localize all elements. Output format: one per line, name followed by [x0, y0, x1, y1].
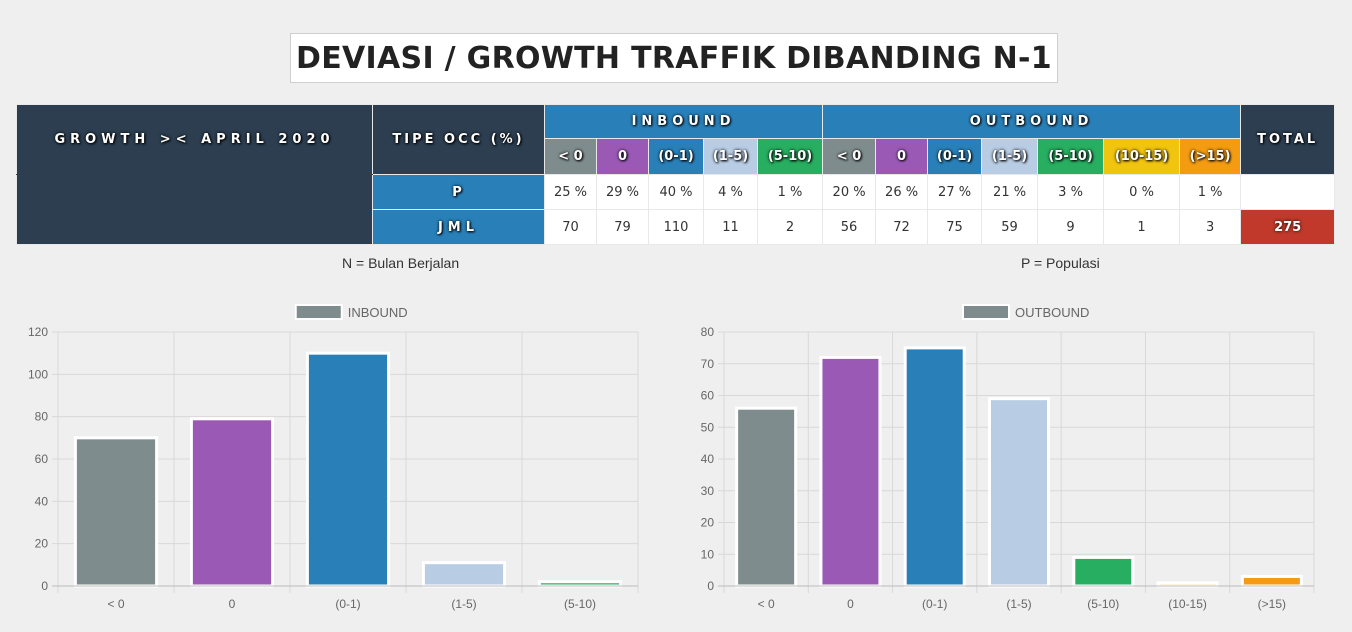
y-tick-label: 10: [701, 547, 715, 561]
bar-outbound-1: [819, 355, 882, 588]
growth-header: GROWTH >< APRIL 2020: [16, 104, 373, 175]
outbound-cat-10-15: (10-15): [1103, 138, 1181, 175]
inbound-cat-lt0: < 0: [544, 138, 597, 175]
total-p-empty: [1240, 174, 1336, 210]
outbound-cat-5-10: (5-10): [1037, 138, 1105, 175]
outbound-jml-value: 59: [981, 209, 1039, 245]
tipe-occ-header: TIPE OCC (%): [372, 104, 545, 175]
x-tick-label: (10-15): [1168, 597, 1207, 611]
outbound-p-value: 3 %: [1037, 174, 1105, 210]
x-tick-label: (>15): [1258, 597, 1286, 611]
note-bulan-berjalan: N = Bulan Berjalan: [342, 255, 460, 271]
inbound-bar-chart: INBOUND 0 20 40 60 80 100 120 < 0 0 (0-1) (1-5) (5-1…: [28, 304, 639, 611]
outbound-jml-value: 75: [927, 209, 983, 245]
y-tick-label: 60: [701, 389, 715, 403]
x-tick-label: (1-5): [1006, 597, 1031, 611]
y-tick-label: 0: [707, 579, 714, 593]
inbound-cat-0-1: (0-1): [648, 138, 704, 175]
y-tick-label: 20: [701, 516, 715, 530]
bar-outbound-4: [1072, 555, 1135, 588]
inbound-p-value: 25 %: [544, 174, 597, 210]
outbound-cat-lt0: < 0: [822, 138, 877, 175]
bar-outbound-3: [988, 397, 1050, 588]
inbound-cat-5-10: (5-10): [756, 138, 824, 175]
inbound-jml-value: 11: [703, 209, 758, 245]
outbound-jml-value: 3: [1179, 209, 1242, 245]
outbound-jml-value: 56: [822, 209, 877, 245]
growth-header-fill: [16, 174, 373, 245]
bar-inbound-1: [189, 417, 275, 588]
inbound-cat-1-5: (1-5): [703, 138, 758, 175]
outbound-cat-gt15: (>15): [1179, 138, 1242, 175]
note-populasi: P = Populasi: [1021, 255, 1100, 271]
outbound-p-value: 26 %: [875, 174, 929, 210]
legend-swatch: [294, 304, 343, 320]
bar-inbound-4: [537, 580, 623, 588]
p-row-label: P: [372, 174, 545, 210]
inbound-jml-value: 70: [544, 209, 597, 245]
outbound-bar-chart: OUTBOUND 0 10 20 30 40 50 60 70 80 < 0 0 (0-1) (1-5) (…: [701, 304, 1315, 611]
inbound-p-value: 1 %: [756, 174, 824, 210]
x-tick-label: < 0: [107, 597, 124, 611]
outbound-jml-value: 9: [1037, 209, 1105, 245]
total-value: 275: [1240, 209, 1336, 245]
inbound-p-value: 29 %: [596, 174, 649, 210]
outbound-header: OUTBOUND: [822, 104, 1242, 139]
outbound-jml-value: 1: [1103, 209, 1181, 245]
y-tick-label: 50: [701, 420, 715, 434]
y-tick-label: 120: [28, 325, 48, 339]
x-tick-label: (5-10): [564, 597, 596, 611]
y-tick-label: 100: [28, 367, 48, 381]
legend-label: INBOUND: [348, 305, 408, 320]
x-tick-label: (0-1): [922, 597, 947, 611]
outbound-jml-value: 72: [875, 209, 929, 245]
inbound-p-value: 4 %: [703, 174, 758, 210]
y-tick-label: 70: [701, 357, 715, 371]
x-tick-label: (5-10): [1087, 597, 1119, 611]
page-title: DEVIASI / GROWTH TRAFFIK DIBANDING N-1: [290, 33, 1058, 83]
x-tick-label: 0: [229, 597, 236, 611]
outbound-cat-0-1: (0-1): [927, 138, 983, 175]
outbound-p-value: 0 %: [1103, 174, 1181, 210]
growth-table: GROWTH >< APRIL 2020 TIPE OCC (%) INBOUN…: [16, 104, 1336, 245]
y-tick-label: 20: [35, 537, 49, 551]
y-tick-label: 30: [701, 484, 715, 498]
y-tick-label: 80: [35, 410, 49, 424]
outbound-cat-1-5: (1-5): [981, 138, 1039, 175]
y-tick-label: 40: [35, 494, 49, 508]
y-tick-label: 0: [41, 579, 48, 593]
bar-outbound-6: [1240, 574, 1303, 588]
inbound-header: INBOUND: [543, 104, 824, 139]
bar-outbound-0: [735, 406, 798, 588]
inbound-jml-value: 79: [596, 209, 649, 245]
outbound-p-value: 1 %: [1179, 174, 1242, 210]
outbound-p-value: 20 %: [822, 174, 877, 210]
bar-outbound-2: [903, 346, 966, 588]
x-tick-label: (1-5): [451, 597, 476, 611]
outbound-p-value: 27 %: [927, 174, 983, 210]
y-tick-label: 60: [35, 452, 49, 466]
inbound-jml-value: 2: [756, 209, 824, 245]
y-tick-label: 80: [701, 325, 715, 339]
legend-swatch: [962, 304, 1010, 320]
inbound-jml-value: 110: [648, 209, 704, 245]
bar-inbound-2: [305, 351, 391, 588]
x-tick-label: 0: [847, 597, 854, 611]
total-header: TOTAL: [1240, 104, 1336, 175]
inbound-cat-0: 0: [596, 138, 649, 175]
legend-label: OUTBOUND: [1015, 305, 1089, 320]
jml-row-label: JML: [372, 209, 545, 245]
x-tick-label: < 0: [758, 597, 775, 611]
bar-inbound-0: [73, 436, 159, 588]
bar-inbound-3: [421, 561, 507, 588]
outbound-p-value: 21 %: [981, 174, 1039, 210]
x-tick-label: (0-1): [335, 597, 360, 611]
y-tick-label: 40: [701, 452, 715, 466]
outbound-cat-0: 0: [875, 138, 929, 175]
inbound-p-value: 40 %: [648, 174, 704, 210]
